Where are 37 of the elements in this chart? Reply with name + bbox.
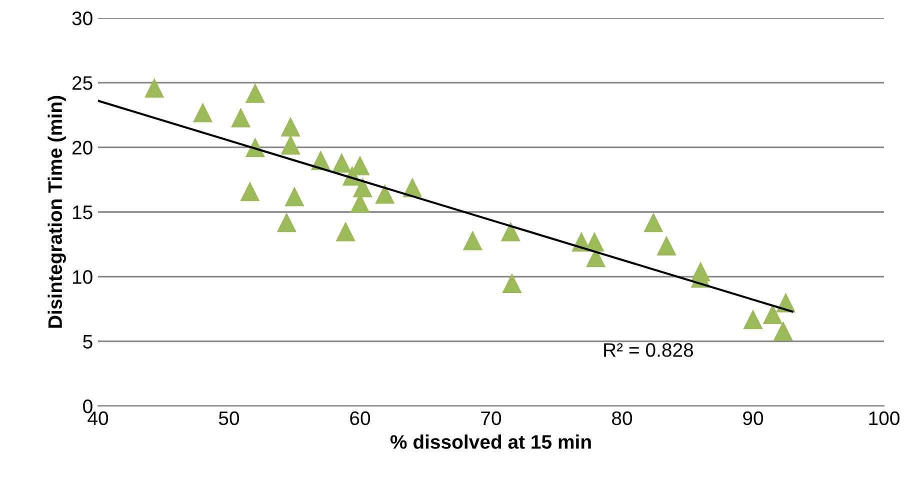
point [284, 186, 304, 206]
y-tick-label: 5 [83, 335, 92, 349]
x-tick-label: 90 [743, 411, 764, 426]
x-tick-label: 100 [869, 411, 900, 426]
x-axis-title: % dissolved at 15 min [390, 434, 591, 449]
annotation: R² = 0.828 [604, 343, 694, 357]
x-tick-label: 50 [218, 411, 240, 426]
point [144, 78, 164, 98]
point [656, 236, 676, 256]
y-tick-label: 10 [72, 270, 92, 284]
point [500, 222, 520, 242]
y-tick-label: 20 [72, 140, 92, 155]
y-tick-label: 25 [72, 76, 92, 90]
y-tick-label: 15 [72, 206, 92, 220]
point [743, 310, 763, 330]
point [336, 222, 356, 242]
point [644, 212, 664, 232]
point [762, 304, 782, 324]
y-tick-label: 30 [72, 11, 92, 26]
point [276, 212, 296, 232]
point [332, 153, 352, 173]
point [773, 321, 793, 341]
point [375, 184, 395, 204]
point [240, 181, 260, 202]
y-axis-title: Disintegration Time (min) [48, 96, 66, 328]
x-tick-label: 40 [88, 411, 108, 426]
point [280, 134, 300, 155]
point [230, 108, 251, 128]
x-tick-label: 70 [481, 411, 502, 426]
y-tick-label: 0 [83, 399, 92, 414]
point [192, 102, 213, 122]
point [245, 83, 266, 103]
point [280, 116, 300, 136]
x-tick-label: 60 [350, 411, 370, 426]
x-tick-label: 80 [612, 411, 632, 426]
point [462, 230, 482, 250]
point [502, 273, 522, 293]
